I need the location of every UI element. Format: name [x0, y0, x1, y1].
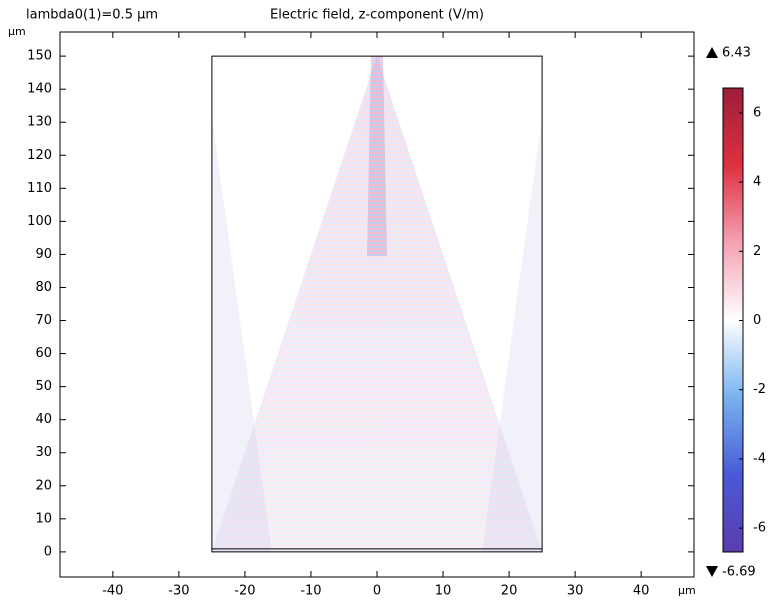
y-tick-label: 30 — [35, 445, 52, 460]
field-side — [482, 116, 543, 552]
x-tick-label: 10 — [435, 584, 452, 599]
colorbar-tick-label: 4 — [753, 175, 761, 190]
x-tick-label: 0 — [373, 584, 381, 599]
x-unit: µm — [678, 584, 696, 597]
y-tick-label: 50 — [35, 379, 52, 394]
colorbar — [722, 87, 744, 553]
y-tick-label: 140 — [27, 82, 52, 97]
field-beam — [367, 56, 387, 257]
x-tick-label: 30 — [567, 584, 584, 599]
y-tick-label: 0 — [44, 544, 52, 559]
colorbar-tick-label: 0 — [753, 313, 761, 328]
y-tick-label: 110 — [27, 181, 52, 196]
colorbar-tick-label: -4 — [753, 451, 766, 466]
chart-title: Electric field, z-component (V/m) — [270, 8, 484, 23]
y-tick-label: 60 — [35, 346, 52, 361]
annotation: lambda0(1)=0.5 µm — [26, 8, 158, 23]
x-tick-label: -10 — [300, 584, 321, 599]
min-marker — [706, 566, 718, 577]
colorbar-tick-label: -2 — [753, 382, 766, 397]
min-label: -6.69 — [722, 565, 756, 580]
field-side — [211, 116, 272, 552]
max-label: 6.43 — [722, 46, 751, 61]
y-tick-label: 150 — [27, 49, 52, 64]
x-tick-label: 20 — [501, 584, 518, 599]
y-tick-label: 40 — [35, 412, 52, 427]
geometry — [211, 55, 543, 553]
x-tick-label: -20 — [234, 584, 255, 599]
x-tick-label: -30 — [168, 584, 189, 599]
colorbar-tick-label: -6 — [753, 521, 766, 536]
y-tick-label: 70 — [35, 313, 52, 328]
y-tick-label: 80 — [35, 280, 52, 295]
max-marker — [706, 47, 718, 58]
y-unit: µm — [8, 25, 26, 38]
colorbar-tick-label: 2 — [753, 244, 761, 259]
y-tick-label: 10 — [35, 511, 52, 526]
y-tick-label: 20 — [35, 478, 52, 493]
field-cone-fade — [211, 56, 543, 552]
y-tick-label: 100 — [27, 214, 52, 229]
x-tick-label: 40 — [633, 584, 650, 599]
colorbar-tick-label: 6 — [753, 105, 761, 120]
x-tick-label: -40 — [102, 584, 123, 599]
y-tick-label: 120 — [27, 148, 52, 163]
field-image — [211, 56, 543, 552]
y-tick-label: 90 — [35, 247, 52, 262]
y-tick-label: 130 — [27, 115, 52, 130]
